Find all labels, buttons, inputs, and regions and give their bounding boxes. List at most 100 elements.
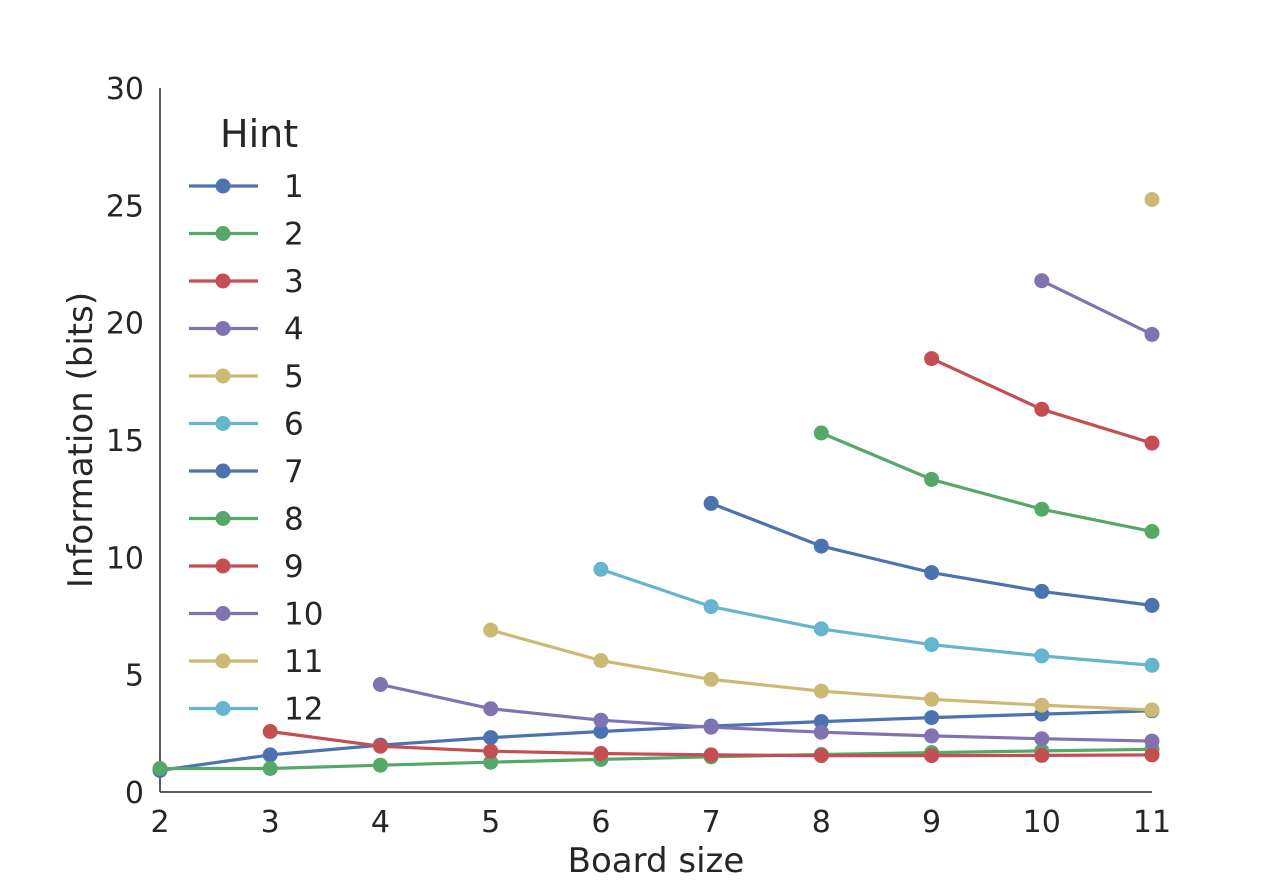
data-point (262, 747, 278, 763)
legend-marker (215, 321, 231, 336)
legend-label: 3 (284, 264, 304, 300)
data-point (1144, 657, 1160, 673)
data-point (483, 622, 499, 638)
series-line (378, 682, 1154, 743)
data-point (593, 724, 609, 739)
legend-item-9: 9 (189, 549, 304, 585)
y-tick-label: 0 (125, 776, 144, 811)
data-point (372, 738, 388, 754)
legend-item-3: 3 (189, 264, 304, 300)
legend-marker (215, 416, 231, 431)
data-point (593, 712, 609, 728)
legend-item-12: 12 (189, 692, 323, 728)
data-point (924, 565, 940, 581)
data-point (1034, 501, 1050, 517)
legend-label: 4 (284, 312, 304, 348)
data-point (1144, 702, 1160, 718)
legend-marker (215, 701, 231, 716)
legend-marker (215, 368, 231, 384)
legend-label: 9 (284, 549, 304, 585)
legend-item-4: 4 (189, 312, 304, 348)
series-line (819, 431, 1154, 534)
series-8 (813, 425, 1160, 539)
data-point (1144, 747, 1160, 763)
series-7 (703, 495, 1160, 613)
x-tick-label: 2 (150, 805, 169, 840)
x-tick-label: 9 (922, 805, 941, 840)
legend-marker (215, 273, 231, 289)
data-point (703, 747, 719, 763)
data-point (1034, 747, 1050, 763)
data-point (813, 621, 829, 637)
y-tick-label: 20 (106, 307, 144, 342)
legend-item-7: 7 (189, 454, 304, 490)
data-point (372, 757, 388, 773)
series-3 (262, 724, 1160, 764)
series-layer (152, 192, 1160, 778)
y-tick-label: 15 (106, 424, 144, 459)
data-point (1144, 435, 1160, 451)
data-point (152, 761, 168, 776)
legend-marker (215, 511, 231, 526)
data-point (1034, 648, 1050, 664)
data-point (813, 724, 829, 740)
data-point (924, 471, 940, 487)
data-point (1144, 524, 1160, 539)
x-tick-labels: 2 3 4 5 6 7 8 9 10 11 (150, 805, 1171, 840)
data-point (593, 653, 609, 669)
y-tick-label: 30 (106, 72, 144, 107)
series-5 (483, 622, 1160, 718)
legend-label: 8 (284, 502, 304, 538)
data-point (1034, 697, 1050, 713)
data-point (1034, 273, 1050, 289)
data-point (1144, 597, 1160, 613)
data-point (483, 743, 499, 759)
data-point (262, 724, 278, 739)
y-tick-label: 5 (125, 659, 144, 694)
x-tick-label: 6 (591, 805, 610, 840)
series-10 (1034, 273, 1160, 342)
legend-item-11: 11 (189, 644, 323, 680)
legend-item-2: 2 (189, 217, 304, 253)
data-point (593, 561, 609, 577)
data-point (593, 746, 609, 761)
series-2 (152, 741, 1160, 776)
legend-marker (215, 558, 231, 574)
legend-marker (215, 178, 231, 194)
data-point (1144, 192, 1160, 207)
legend-marker (215, 226, 231, 241)
x-tick-label: 8 (812, 805, 831, 840)
series-line (158, 709, 1154, 773)
data-point (924, 710, 940, 726)
series-line (929, 357, 1154, 445)
data-point (924, 351, 940, 367)
legend-label: 6 (284, 407, 304, 443)
data-point (1034, 583, 1050, 599)
legend-label: 5 (284, 359, 304, 395)
data-point (372, 677, 388, 692)
data-point (703, 599, 719, 615)
data-point (813, 683, 829, 699)
data-point (483, 730, 499, 746)
legend-label: 11 (284, 644, 323, 680)
x-tick-label: 7 (702, 805, 721, 840)
data-point (813, 425, 829, 441)
data-point (1034, 401, 1050, 417)
y-tick-labels: 0 5 10 15 20 25 30 (106, 72, 144, 811)
series-6 (593, 561, 1160, 673)
series-11 (1144, 192, 1160, 207)
series-9 (924, 351, 1160, 451)
data-point (1144, 733, 1160, 749)
legend-label: 12 (284, 692, 323, 728)
legend-marker (215, 463, 231, 479)
legend-label: 10 (284, 597, 323, 633)
data-point (703, 671, 719, 687)
data-point (483, 701, 499, 717)
legend-label: 2 (284, 217, 304, 253)
data-point (924, 691, 940, 707)
legend-title: Hint (220, 112, 298, 156)
data-point (703, 495, 719, 511)
data-point (1144, 326, 1160, 342)
